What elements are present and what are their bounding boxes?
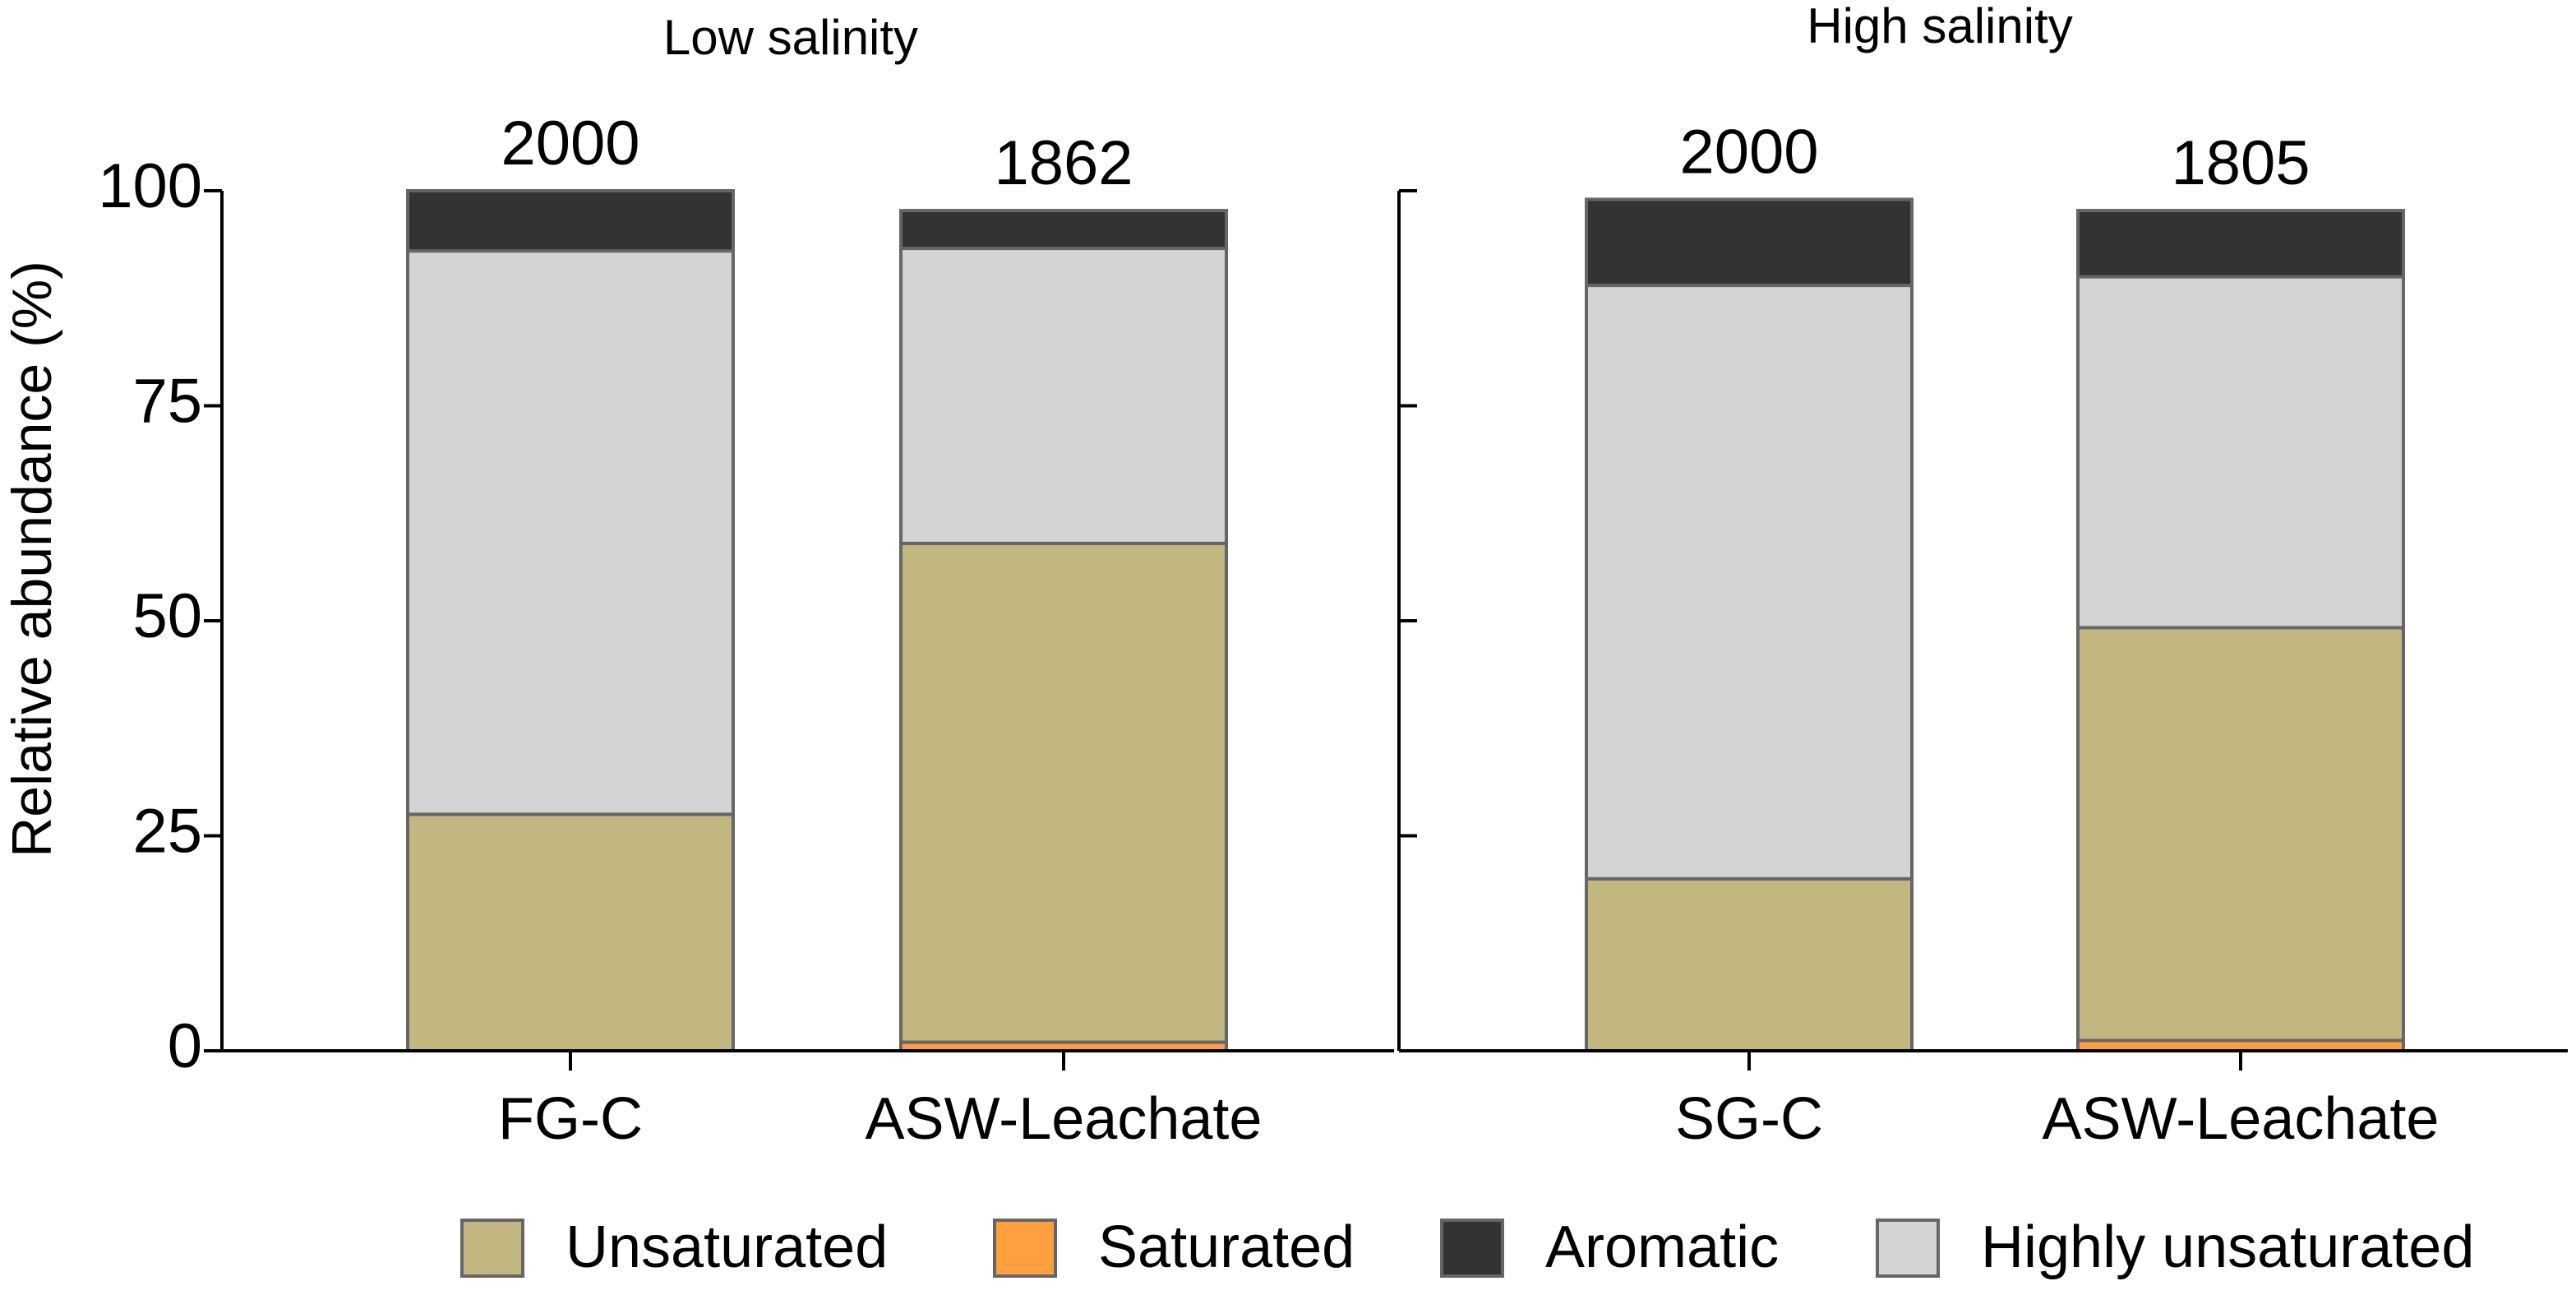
bar-segment (899, 541, 1228, 1044)
bar-segment (1585, 284, 1914, 881)
legend-label: Aromatic (1545, 1214, 1779, 1280)
chart-title: High salinity (1807, 0, 2072, 53)
y-tick-label: 0 (168, 1011, 202, 1081)
bar-segment (1585, 876, 1914, 1053)
bar-segment (1585, 197, 1914, 288)
y-tick-label: 50 (132, 581, 202, 651)
y-tick-label: 75 (132, 367, 202, 437)
legend-label: Highly unsaturated (1981, 1214, 2474, 1280)
legend-swatch (1440, 1219, 1504, 1278)
bar-segment (406, 189, 735, 253)
legend-label: Saturated (1098, 1214, 1355, 1280)
bar-segment (406, 249, 735, 816)
chart-title: Low salinity (663, 10, 918, 65)
legend-label: Unsaturated (566, 1214, 888, 1280)
bar-label: 2000 (501, 109, 639, 178)
bar-segment (899, 209, 1228, 251)
x-tick-label: ASW-Leachate (866, 1086, 1263, 1152)
bar-label: 2000 (1679, 118, 1818, 187)
bar-segment (2076, 209, 2405, 279)
bar-segment (406, 812, 735, 1052)
legend-swatch (460, 1219, 524, 1278)
bar-segment (2076, 275, 2405, 630)
x-tick-label: SG-C (1675, 1086, 1823, 1152)
x-tick-label: ASW-Leachate (2043, 1086, 2440, 1152)
y-axis-label: Relative abundance (%) (1, 261, 63, 858)
bar-segment (899, 247, 1228, 545)
x-tick-label: FG-C (498, 1086, 643, 1152)
legend-swatch (1876, 1219, 1940, 1278)
bar-segment (2076, 626, 2405, 1043)
legend-swatch (993, 1219, 1057, 1278)
y-tick-label: 25 (132, 797, 202, 867)
y-tick-label: 100 (98, 151, 202, 221)
bar-label: 1862 (994, 128, 1133, 198)
bar-label: 1805 (2171, 128, 2310, 198)
